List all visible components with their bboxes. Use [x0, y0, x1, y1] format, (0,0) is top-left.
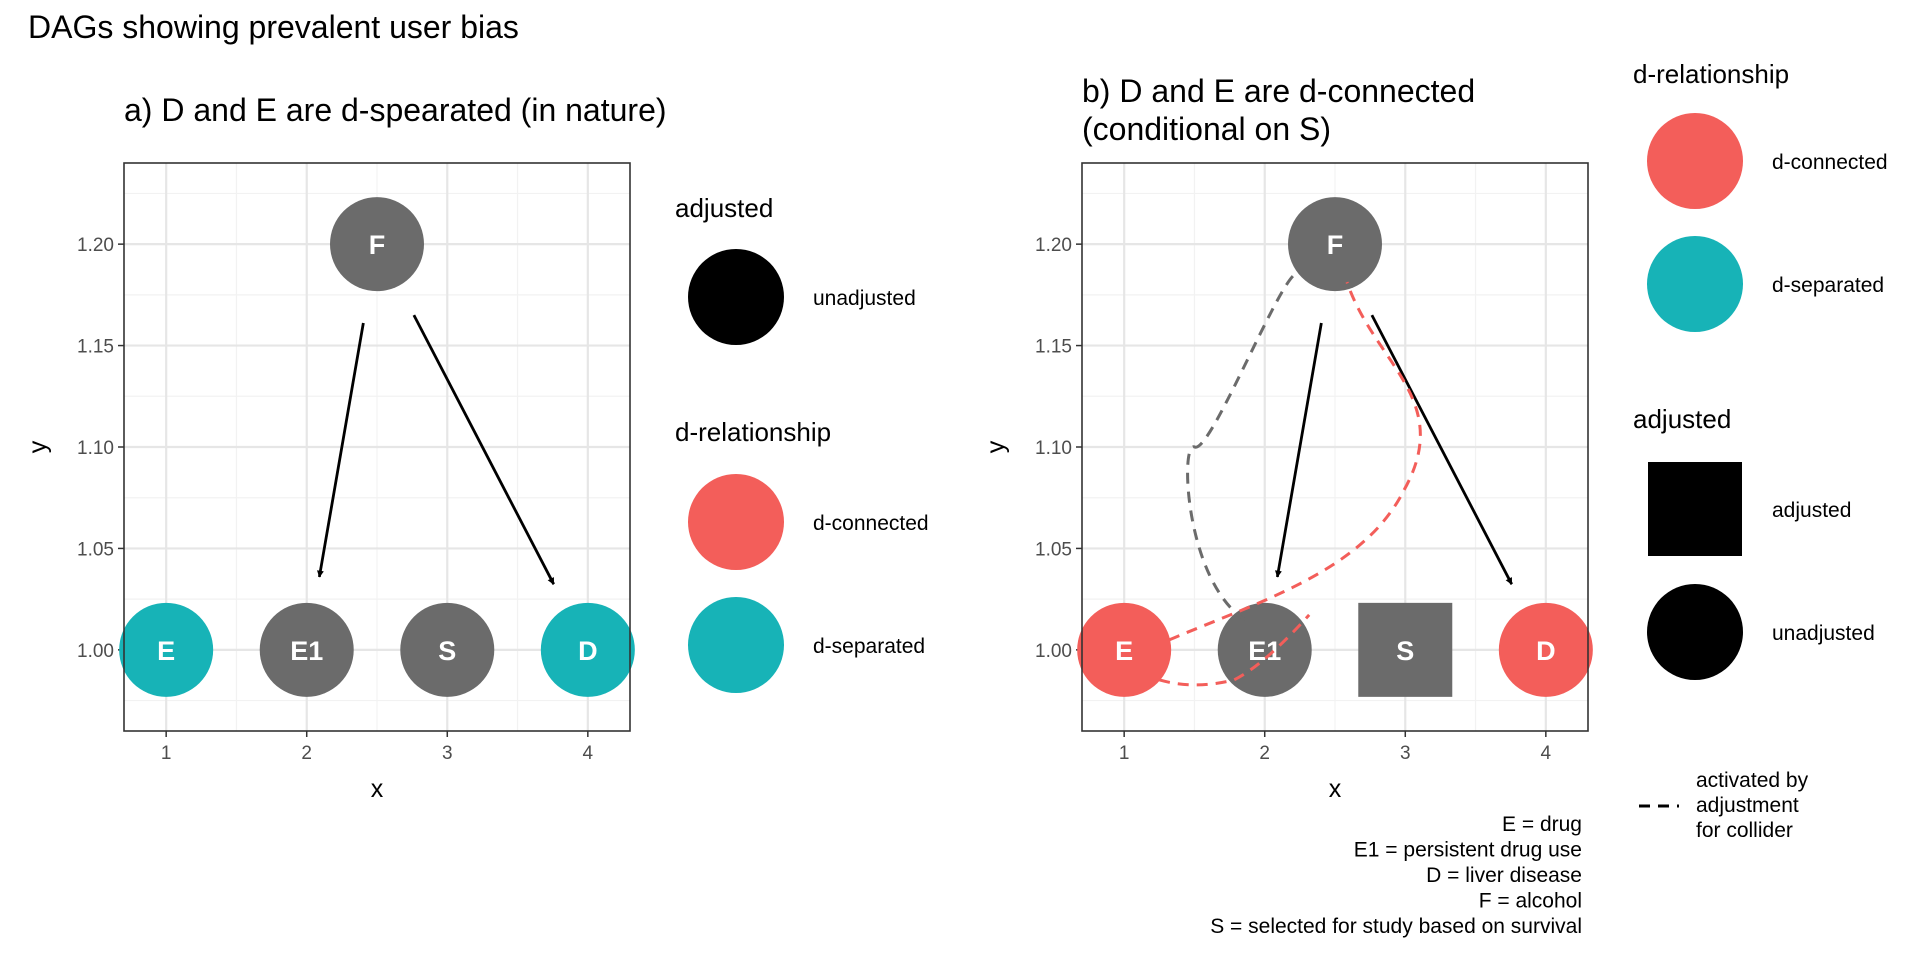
- edge-f-to-e1: [1274, 322, 1323, 578]
- node-e-label: E: [1115, 636, 1133, 666]
- node-s-label: S: [1396, 636, 1414, 666]
- panel-b-ytick-label: 1.05: [1035, 539, 1072, 560]
- panel-b-border: [1081, 162, 1589, 732]
- legend-b-separated-key: [1647, 236, 1743, 332]
- legend-b-adjusted-key: [1648, 462, 1742, 556]
- node-e-shape: [119, 602, 214, 697]
- panel-b-xtick-label: 2: [1259, 743, 1270, 764]
- edge-f-to-d: [1370, 314, 1513, 585]
- node-e1: E1: [1217, 602, 1312, 697]
- node-f-label: F: [369, 230, 386, 260]
- legend-a-unadjusted-label: unadjusted: [813, 287, 916, 310]
- node-s-label: S: [438, 636, 456, 666]
- caption-line: E1 = persistent drug use: [1354, 839, 1582, 862]
- legend-b-unadjusted-label: unadjusted: [1772, 622, 1875, 645]
- panel-b-nodes: F E E1 S D: [1077, 197, 1593, 697]
- edge-f-to-e1: [316, 322, 365, 578]
- collider-path-e1-f: [1186, 272, 1297, 622]
- node-d: D: [540, 602, 635, 697]
- panel-b-plot: 1 2 3 4 1.00 1.05 1.10 1.15 1.20 x y F E E1 S D: [982, 162, 1593, 803]
- caption-line: E = drug: [1502, 813, 1582, 836]
- legend-a-connected-key: [688, 474, 784, 570]
- panel-a-ytick-label: 1.05: [77, 539, 114, 560]
- panel-a-ylabel: y: [24, 440, 52, 453]
- node-e1-shape: [1217, 602, 1312, 697]
- figure-title: DAGs showing prevalent user bias: [28, 9, 519, 45]
- node-d-label: D: [578, 636, 598, 666]
- panel-a-nodes: F E E1 S D: [119, 197, 635, 697]
- panel-a-ytick-label: 1.15: [77, 337, 114, 358]
- panel-a-xlabel: x: [371, 775, 384, 803]
- panel-a-legend: adjusted unadjusted d-relationship d-con…: [675, 193, 929, 693]
- panel-b: b) D and E are d-connected (conditional o…: [982, 73, 1593, 803]
- node-d: D: [1498, 602, 1593, 697]
- node-s-shape: [400, 602, 495, 697]
- node-e: E: [119, 602, 214, 697]
- panel-b-ytick-label: 1.10: [1035, 438, 1072, 459]
- panel-a-xtick-label: 4: [583, 743, 594, 764]
- panel-a-xtick-label: 1: [161, 743, 172, 764]
- panel-b-ylabel: y: [982, 440, 1010, 453]
- node-e1-label: E1: [1248, 636, 1281, 666]
- panel-a-ytick-label: 1.20: [77, 235, 114, 256]
- legend-b-unadjusted-key: [1647, 584, 1743, 680]
- edge-f-to-d: [412, 314, 555, 585]
- node-s: S: [400, 602, 495, 697]
- node-f-shape: [1288, 197, 1382, 292]
- legend-a-separated-key: [688, 597, 784, 693]
- panel-a-xtick-label: 2: [301, 743, 312, 764]
- legend-a-adjusted-title: adjusted: [675, 193, 773, 223]
- node-e1-shape: [259, 602, 354, 697]
- node-f-shape: [330, 197, 424, 292]
- panel-b-xtick-label: 1: [1119, 743, 1130, 764]
- panel-b-xtick-label: 4: [1541, 743, 1552, 764]
- panel-a-title: a) D and E are d-spearated (in nature): [124, 92, 667, 128]
- panel-b-title: b) D and E are d-connected (conditional o…: [1082, 73, 1475, 147]
- node-f: F: [1288, 197, 1382, 292]
- legend-b-adjusted-title: adjusted: [1633, 404, 1731, 434]
- legend-b-connected-label: d-connected: [1772, 151, 1888, 174]
- node-d-label: D: [1536, 636, 1556, 666]
- legend-a-unadjusted-key: [688, 249, 784, 345]
- legend-b-drel-title: d-relationship: [1633, 59, 1789, 89]
- caption-line: F = alcohol: [1479, 890, 1582, 913]
- panel-b-legend: d-relationship d-connected d-separated a…: [1633, 59, 1888, 842]
- panel-a-xtick-label: 3: [442, 743, 453, 764]
- node-s: S: [1358, 602, 1453, 697]
- legend-b-adjusted-label: adjusted: [1772, 499, 1851, 522]
- node-e1: E1: [259, 602, 354, 697]
- panel-b-xlabel: x: [1329, 775, 1342, 803]
- node-f: F: [330, 197, 424, 292]
- panel-b-xtick-label: 3: [1400, 743, 1411, 764]
- node-d-shape: [1498, 602, 1593, 697]
- legend-a-connected-label: d-connected: [813, 512, 929, 535]
- node-e: E: [1077, 602, 1172, 697]
- panel-a-ytick-label: 1.10: [77, 438, 114, 459]
- legend-a-drel-title: d-relationship: [675, 417, 831, 447]
- panel-b-ytick-label: 1.15: [1035, 337, 1072, 358]
- legend-b-connected-key: [1647, 113, 1743, 209]
- node-e-label: E: [157, 636, 175, 666]
- node-s-shape: [1358, 602, 1453, 697]
- node-d-shape: [540, 602, 635, 697]
- panel-b-ytick-label: 1.20: [1035, 235, 1072, 256]
- legend-b-linetype-label: activated by adjustment for collider: [1696, 769, 1809, 842]
- node-e1-label: E1: [290, 636, 323, 666]
- node-e-shape: [1077, 602, 1172, 697]
- legend-b-separated-label: d-separated: [1772, 274, 1884, 297]
- panel-a-ytick-label: 1.00: [77, 641, 114, 662]
- legend-a-separated-label: d-separated: [813, 635, 925, 658]
- panel-b-ytick-label: 1.00: [1035, 641, 1072, 662]
- panel-a: a) D and E are d-spearated (in nature) 1…: [24, 92, 667, 803]
- node-f-label: F: [1327, 230, 1344, 260]
- caption-line: S = selected for study based on survival: [1210, 915, 1582, 938]
- collider-path-e-lower: [1158, 613, 1311, 687]
- panel-a-border: [123, 162, 631, 732]
- caption-line: D = liver disease: [1426, 864, 1582, 887]
- panel-a-plot: 1 2 3 4 1.00 1.05 1.10 1.15 1.20 x y F E E1 S D: [24, 162, 635, 803]
